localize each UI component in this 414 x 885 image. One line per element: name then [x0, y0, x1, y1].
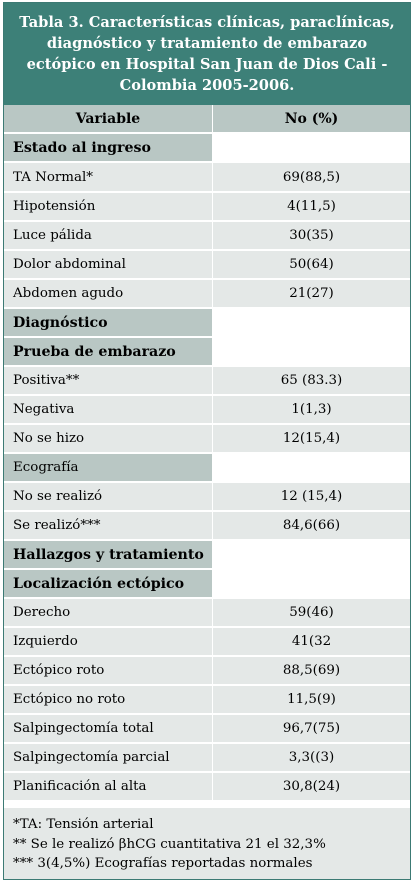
- row-value: 12(15,4): [213, 425, 410, 452]
- row-label: Derecho: [4, 599, 213, 626]
- row-label: Ectópico no roto: [4, 686, 213, 713]
- title-line-4: Colombia 2005-2006.: [119, 77, 295, 94]
- row-value: 59(46): [213, 599, 410, 626]
- section-row: Estado al ingreso: [4, 134, 410, 163]
- row-label: Ectópico roto: [4, 657, 213, 684]
- row-value: [213, 309, 410, 336]
- row-value: 84,6(66): [213, 512, 410, 539]
- row-label: Luce pálida: [4, 222, 213, 249]
- row-value: [213, 338, 410, 365]
- row-label: Salpingectomía parcial: [4, 744, 213, 771]
- table-figure: Tabla 3. Características clínicas, parac…: [3, 2, 411, 880]
- table-row: Izquierdo 41(32: [4, 628, 410, 657]
- footnote-2: ** Se le realizó βhCG cuantitativa 21 el…: [13, 836, 326, 852]
- row-value: 96,7(75): [213, 715, 410, 742]
- title-line-2: diagnóstico y tratamiento de embarazo: [46, 35, 368, 52]
- row-label: Abdomen agudo: [4, 280, 213, 307]
- table-row: Negativa 1(1,3): [4, 396, 410, 425]
- row-value: 21(27): [213, 280, 410, 307]
- section-row: Hallazgos y tratamiento: [4, 541, 410, 570]
- row-label: Prueba de embarazo: [4, 338, 213, 365]
- row-label: Localización ectópico: [4, 570, 213, 597]
- title-line-1: Tabla 3. Características clínicas, parac…: [19, 14, 395, 31]
- row-label: Hallazgos y tratamiento: [4, 541, 213, 568]
- row-label: Positiva**: [4, 367, 213, 394]
- row-label: No se hizo: [4, 425, 213, 452]
- data-table: Variable No (%) Estado al ingreso TA Norm…: [4, 105, 410, 802]
- table-row: Salpingectomía parcial 3,3((3): [4, 744, 410, 773]
- row-label: Se realizó***: [4, 512, 213, 539]
- row-value: 12 (15,4): [213, 483, 410, 510]
- row-label: Planificación al alta: [4, 773, 213, 800]
- section-row: Diagnóstico: [4, 309, 410, 338]
- row-value: [213, 454, 410, 481]
- row-label: Dolor abdominal: [4, 251, 213, 278]
- row-value: 88,5(69): [213, 657, 410, 684]
- title-line-3: ectópico en Hospital San Juan de Dios Ca…: [26, 56, 388, 73]
- row-value: [213, 134, 410, 161]
- table-row: Luce pálida 30(35): [4, 222, 410, 251]
- footnote-1: *TA: Tensión arterial: [13, 817, 154, 832]
- table-row: Planificación al alta 30,8(24): [4, 773, 410, 802]
- row-label: TA Normal*: [4, 163, 213, 191]
- row-label: Ecografía: [4, 454, 213, 481]
- table-title: Tabla 3. Características clínicas, parac…: [4, 3, 410, 105]
- row-value: [213, 570, 410, 597]
- table-row: Ectópico no roto 11,5(9): [4, 686, 410, 715]
- table-row: Hipotensión 4(11,5): [4, 193, 410, 222]
- row-label: Izquierdo: [4, 628, 213, 655]
- footnote-3: *** 3(4,5%) Ecografías reportadas normal…: [13, 856, 313, 871]
- variable-header: Variable: [4, 105, 213, 132]
- table-row: Derecho 59(46): [4, 599, 410, 628]
- section-row: Ecografía: [4, 454, 410, 483]
- row-value: [213, 541, 410, 568]
- table-row: No se realizó 12 (15,4): [4, 483, 410, 512]
- row-label: Diagnóstico: [4, 309, 213, 336]
- row-label: No se realizó: [4, 483, 213, 510]
- table-row: Abdomen agudo 21(27): [4, 280, 410, 309]
- header-row: Variable No (%): [4, 105, 410, 134]
- section-row: Localización ectópico: [4, 570, 410, 599]
- table-row: Salpingectomía total 96,7(75): [4, 715, 410, 744]
- row-value: 69(88,5): [213, 163, 410, 191]
- row-value: 41(32: [213, 628, 410, 655]
- table-row: Dolor abdominal 50(64): [4, 251, 410, 280]
- footnotes: *TA: Tensión arterial ** Se le realizó β…: [4, 808, 410, 879]
- row-value: 30,8(24): [213, 773, 410, 800]
- table-row: No se hizo 12(15,4): [4, 425, 410, 454]
- row-value: 3,3((3): [213, 744, 410, 771]
- row-label: Salpingectomía total: [4, 715, 213, 742]
- row-value: 30(35): [213, 222, 410, 249]
- row-value: 50(64): [213, 251, 410, 278]
- row-label: Estado al ingreso: [4, 134, 213, 161]
- row-value: 4(11,5): [213, 193, 410, 220]
- value-header: No (%): [213, 105, 410, 132]
- row-value: 11,5(9): [213, 686, 410, 713]
- table-row: Se realizó*** 84,6(66): [4, 512, 410, 541]
- row-value: 1(1,3): [213, 396, 410, 423]
- section-row: Prueba de embarazo: [4, 338, 410, 367]
- table-row: TA Normal* 69(88,5): [4, 163, 410, 193]
- row-value: 65 (83.3): [213, 367, 410, 394]
- row-label: Negativa: [4, 396, 213, 423]
- table-row: Positiva** 65 (83.3): [4, 367, 410, 396]
- row-label: Hipotensión: [4, 193, 213, 220]
- table-row: Ectópico roto 88,5(69): [4, 657, 410, 686]
